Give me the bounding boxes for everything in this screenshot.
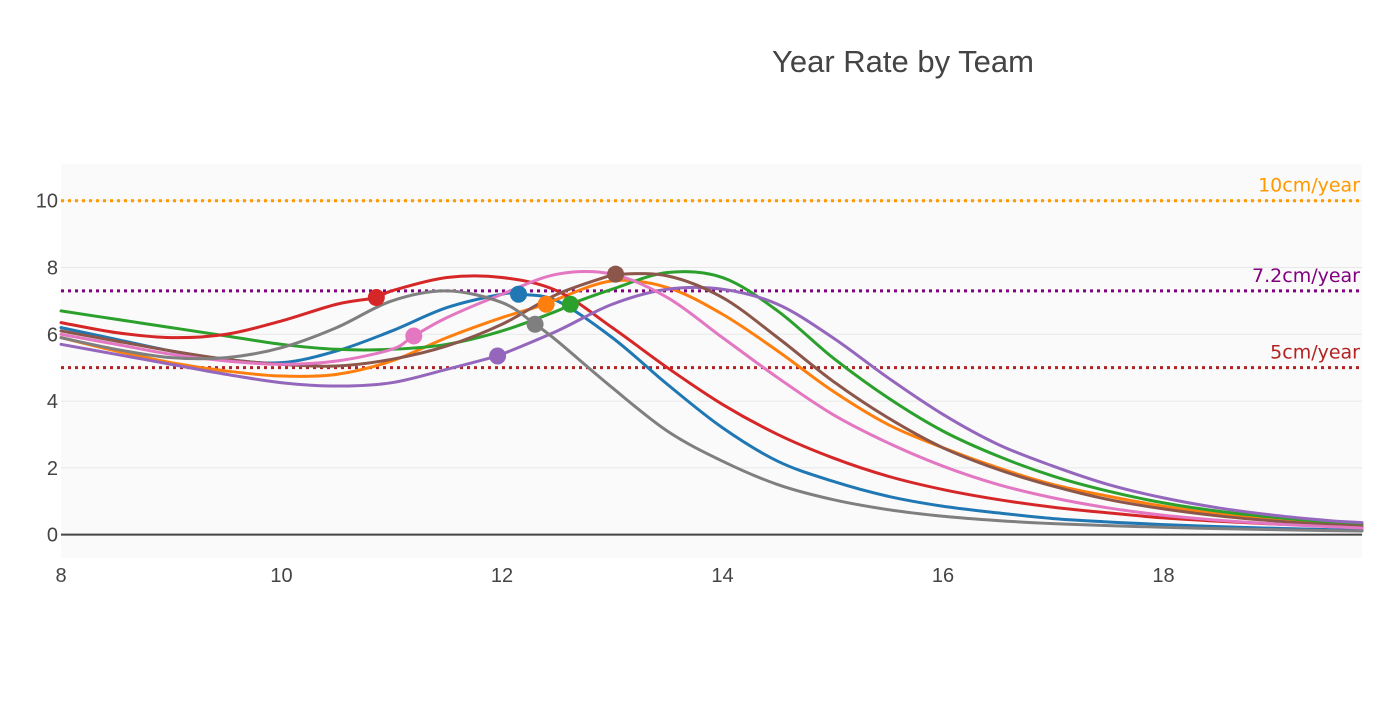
x-tick-label: 16 <box>932 565 954 587</box>
x-tick-label: 10 <box>270 565 292 587</box>
y-tick-label: 0 <box>47 525 58 547</box>
series-marker[interactable] <box>367 289 385 307</box>
y-tick-label: 4 <box>47 391 58 413</box>
x-tick-label: 8 <box>55 565 66 587</box>
series-marker[interactable] <box>607 265 625 283</box>
axis-tick-labels: 0 2 4 6 8 10 8 10 12 14 16 18 <box>36 191 1175 587</box>
chart-title: Year Rate by Team <box>772 44 1034 79</box>
series-marker[interactable] <box>537 295 555 313</box>
series-marker[interactable] <box>489 347 507 365</box>
series-marker[interactable] <box>405 327 423 345</box>
x-tick-label: 12 <box>491 565 513 587</box>
series-line <box>59 278 1364 527</box>
series-lines <box>59 269 1364 533</box>
x-tick-label: 14 <box>711 565 733 587</box>
y-tick-label: 2 <box>47 458 58 480</box>
series-marker[interactable] <box>561 295 579 313</box>
series-marker[interactable] <box>526 315 544 333</box>
gridlines <box>61 200 1362 469</box>
x-tick-label: 18 <box>1152 565 1174 587</box>
y-tick-label: 10 <box>36 191 58 213</box>
reference-line-label: 7.2cm/year <box>1252 265 1360 287</box>
y-tick-label: 6 <box>47 324 58 346</box>
reference-line-label: 5cm/year <box>1270 342 1360 364</box>
series-line <box>59 291 1364 532</box>
series-line <box>59 269 1364 530</box>
reference-line-label: 10cm/year <box>1258 175 1360 197</box>
series-line <box>59 274 1364 529</box>
reference-lines: 10cm/year 7.2cm/year 5cm/year <box>61 175 1362 370</box>
series-marker[interactable] <box>510 285 528 303</box>
series-line <box>59 289 1364 533</box>
series-markers <box>367 265 625 365</box>
y-tick-label: 8 <box>47 258 58 280</box>
